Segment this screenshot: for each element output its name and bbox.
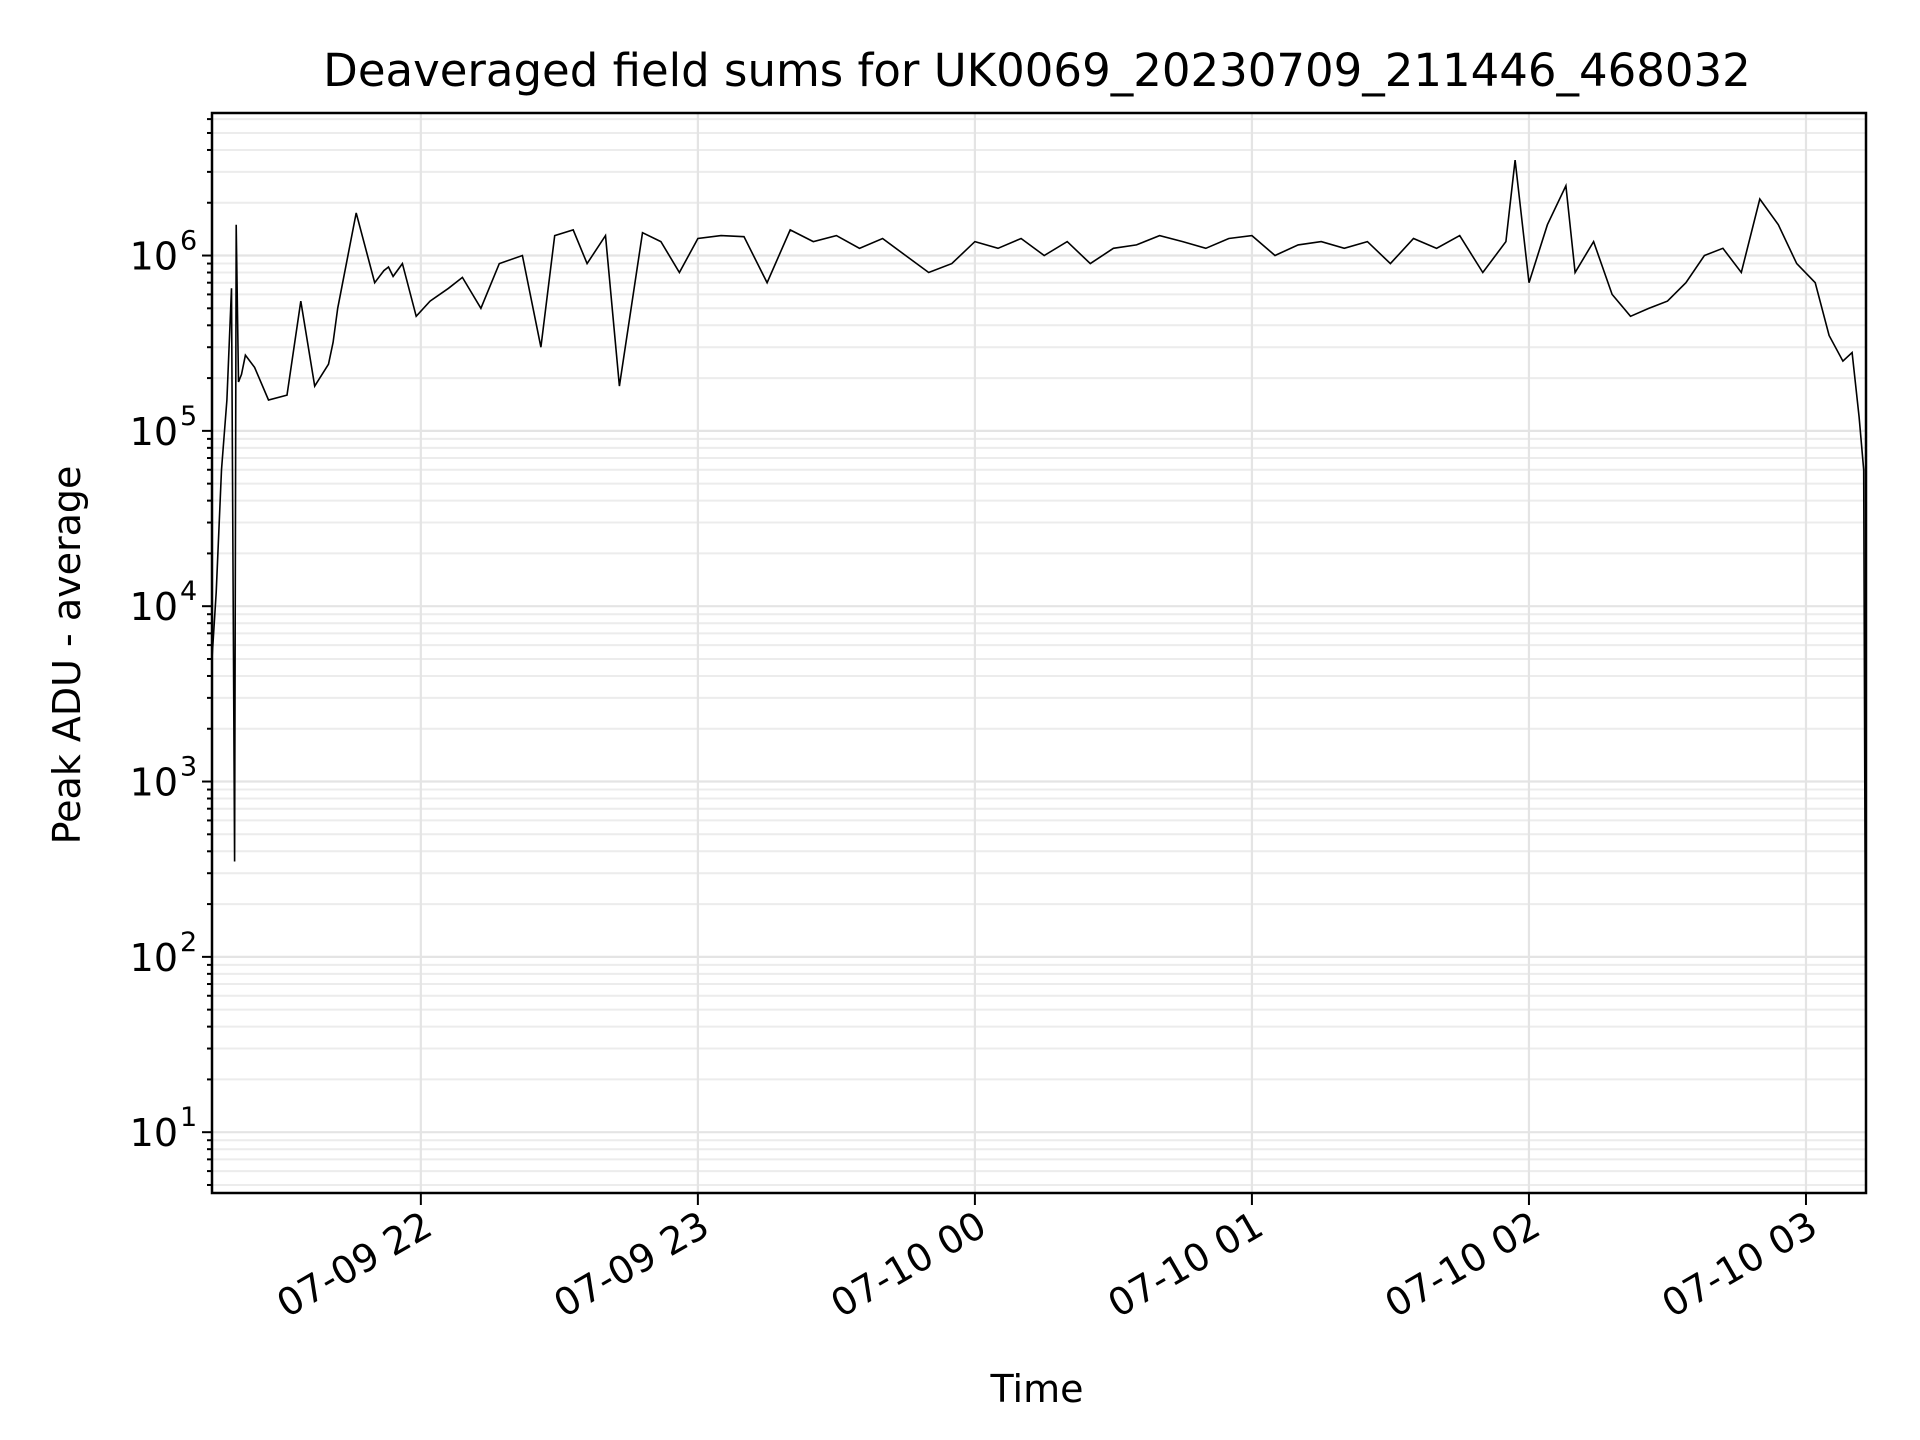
y-tick-base: 10 [130,761,178,805]
y-tick-label: 10 4 [130,576,198,629]
grid-lines [202,113,1866,1193]
y-tick-exponent: 2 [180,927,197,958]
y-tick-base: 10 [130,936,178,980]
y-tick-exponent: 3 [180,752,197,783]
chart-title: Deaveraged field sums for UK0069_2023070… [323,44,1751,97]
y-tick-label: 10 5 [130,401,198,454]
y-tick-exponent: 5 [180,401,197,432]
x-axis-label: Time [990,1367,1084,1411]
y-tick-label: 10 6 [130,226,198,279]
y-axis-label: Peak ADU - average [45,466,89,845]
y-tick-label: 10 3 [130,752,198,805]
plot-area [211,160,1867,1133]
y-tick-base: 10 [130,410,178,454]
y-tick-exponent: 6 [180,226,197,257]
y-tick-label: 10 1 [130,1102,198,1155]
y-tick-exponent: 4 [180,576,197,607]
y-tick-base: 10 [130,1111,178,1155]
plot-frame [210,111,1868,1195]
y-tick-label: 10 2 [130,927,198,980]
y-tick-base: 10 [130,585,178,629]
series-line [211,160,1867,1133]
y-tick-base: 10 [130,235,178,279]
y-tick-exponent: 1 [180,1102,197,1133]
